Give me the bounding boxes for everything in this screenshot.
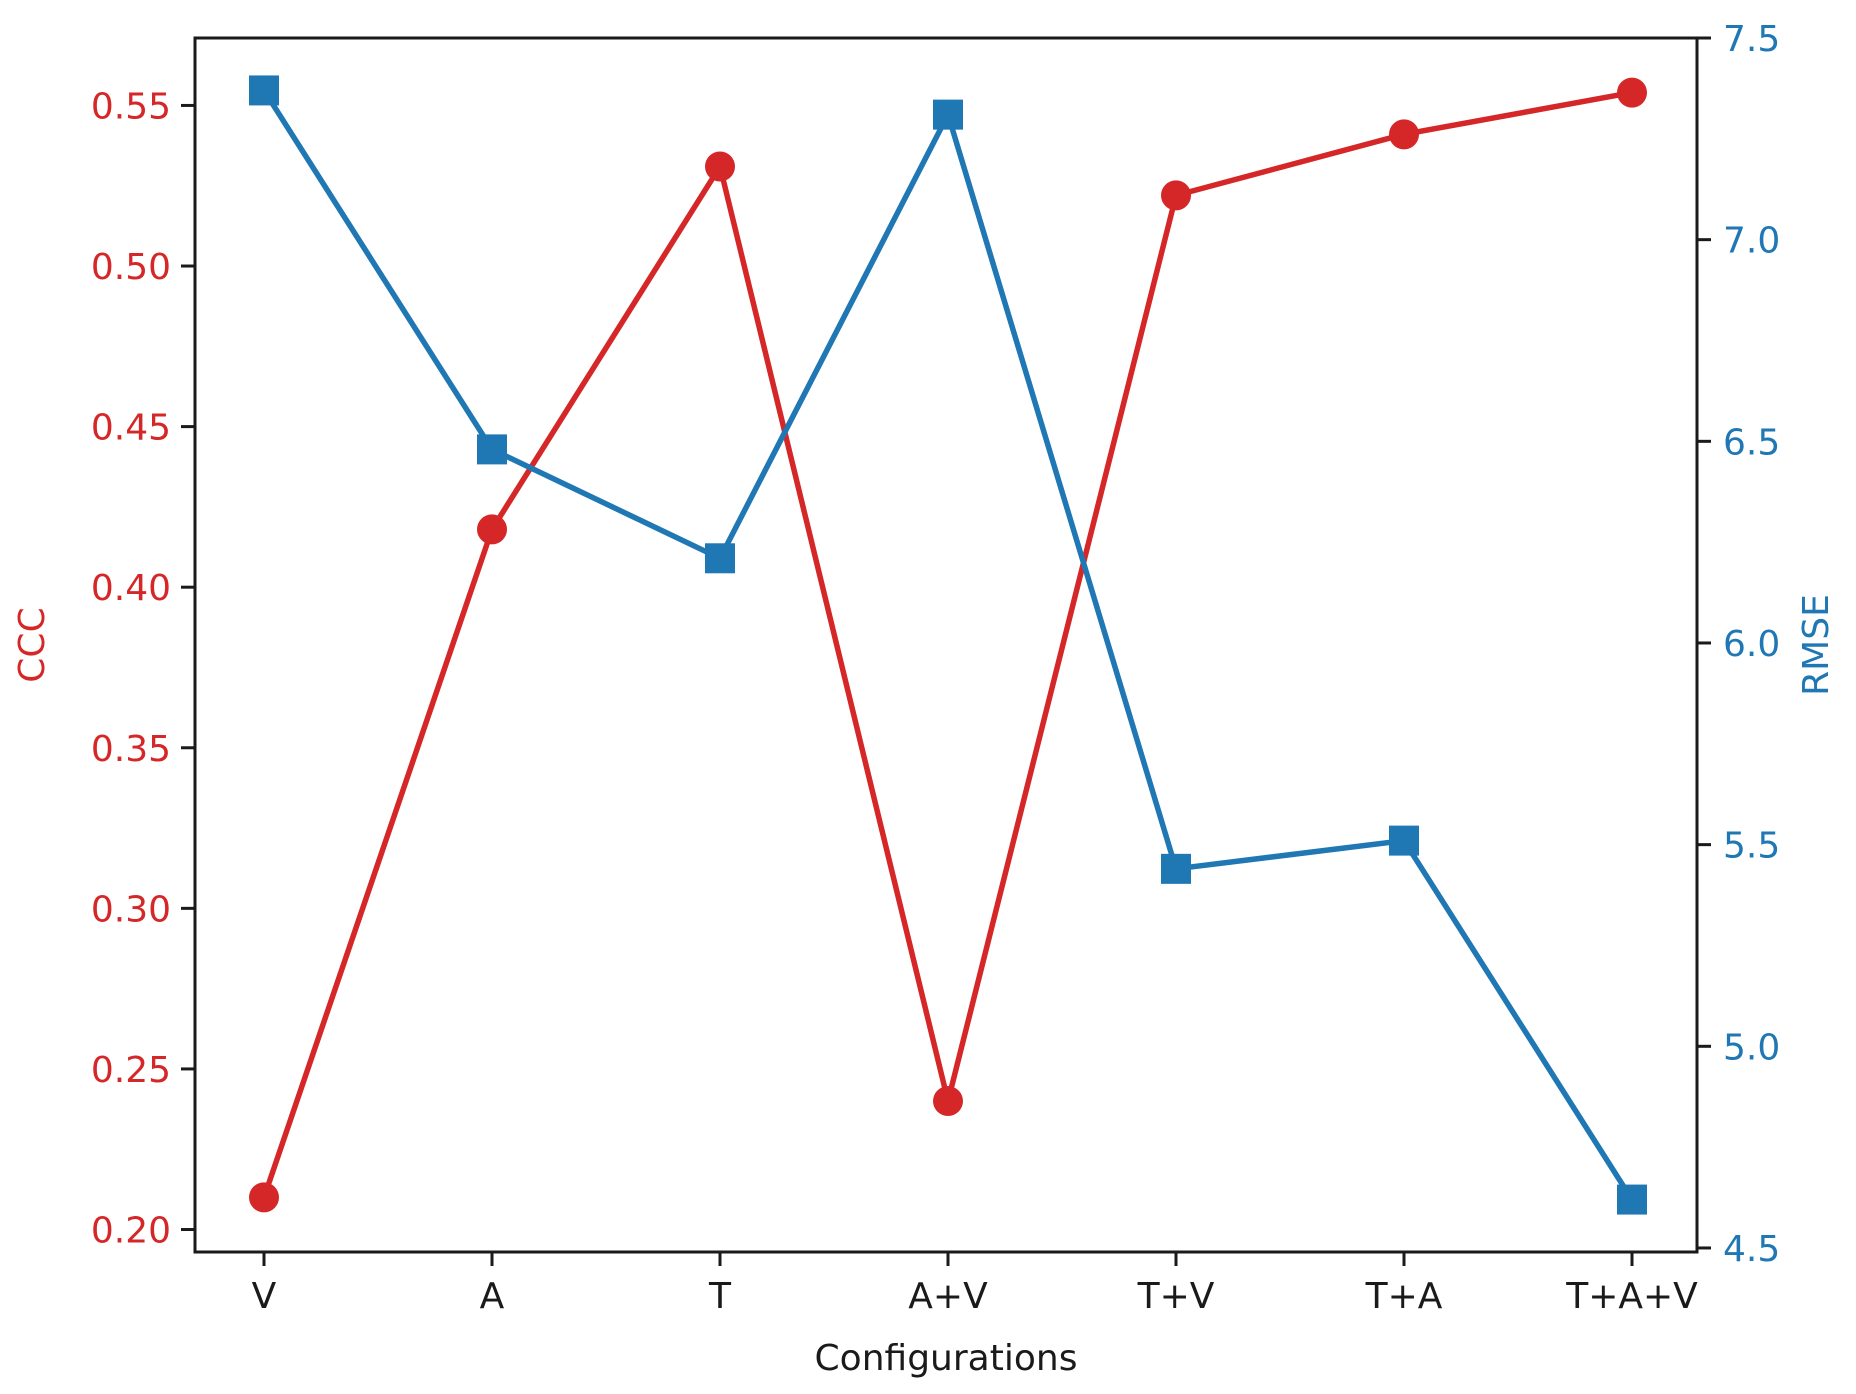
- data-point-rmse: [933, 99, 963, 130]
- data-point-ccc: [933, 1086, 963, 1117]
- data-point-rmse: [705, 543, 735, 574]
- y-left-tick-label: 0.35: [91, 729, 171, 770]
- y-right-tick-label: 7.5: [1723, 19, 1780, 60]
- axis-layer: V A T A+V T+V T+A T+A+V 0.20 0.25 0.30 0.35 0.40 0.4…: [91, 19, 1780, 1317]
- y-left-tick-label: 0.50: [91, 247, 171, 288]
- y-right-tick-label: 7.0: [1723, 221, 1780, 262]
- data-point-rmse: [1389, 825, 1419, 856]
- y-left-tick-label: 0.20: [91, 1211, 171, 1252]
- x-tick-label: T+A: [1365, 1276, 1443, 1317]
- y-left-tick-label: 0.55: [91, 86, 171, 127]
- y-left-tick-label: 0.30: [91, 889, 171, 930]
- y-axis-left-label: CCC: [12, 607, 53, 682]
- y-right-tick-label: 6.5: [1723, 422, 1780, 463]
- x-tick-label: V: [252, 1276, 277, 1317]
- x-tick-label: A: [480, 1276, 505, 1317]
- plot-frame: [193, 36, 1699, 1254]
- y-left-tick-label: 0.25: [91, 1050, 171, 1091]
- data-point-ccc: [1389, 119, 1419, 150]
- series-line-rmse: [261, 88, 1635, 1202]
- data-point-ccc: [1617, 77, 1647, 108]
- data-point-rmse: [477, 434, 507, 465]
- series-layer: [249, 75, 1647, 1215]
- x-tick-label: T+V: [1137, 1276, 1215, 1317]
- data-point-rmse: [1161, 853, 1191, 884]
- x-tick-label: A+V: [908, 1276, 988, 1317]
- y-right-tick-label: 4.5: [1723, 1229, 1780, 1270]
- y-right-tick-label: 5.0: [1723, 1027, 1780, 1068]
- y-left-tick-label: 0.40: [91, 568, 171, 609]
- data-point-ccc: [477, 514, 507, 545]
- data-point-ccc: [1161, 180, 1191, 211]
- y-left-tick-label: 0.45: [91, 408, 171, 449]
- x-tick-label: T+A+V: [1565, 1276, 1698, 1317]
- data-point-rmse: [249, 75, 279, 106]
- y-axis-right-label: RMSE: [1796, 594, 1837, 696]
- y-right-tick-label: 5.5: [1723, 826, 1780, 867]
- data-point-ccc: [705, 151, 735, 182]
- y-right-tick-label: 6.0: [1723, 624, 1780, 665]
- series-line-ccc: [261, 89, 1633, 1199]
- data-point-rmse: [1617, 1184, 1647, 1215]
- x-tick-label: T: [708, 1276, 732, 1317]
- data-point-ccc: [249, 1182, 279, 1213]
- x-axis-label: Configurations: [815, 1338, 1078, 1379]
